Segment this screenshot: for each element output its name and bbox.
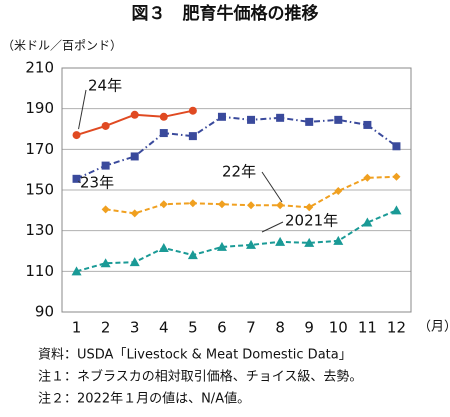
y-tick-label: 90	[35, 303, 54, 321]
marker	[305, 203, 314, 212]
marker	[391, 205, 402, 215]
series-label: 22年	[222, 163, 256, 181]
y-tick-label: 130	[25, 221, 54, 239]
marker	[276, 113, 285, 122]
x-unit-label: （月）	[418, 320, 450, 335]
marker	[130, 110, 139, 119]
y-tick-label: 150	[25, 181, 54, 199]
leader-line	[261, 221, 284, 233]
marker	[129, 257, 140, 267]
marker	[304, 237, 315, 247]
leader-line	[78, 89, 87, 130]
marker	[187, 250, 198, 260]
marker	[333, 235, 344, 245]
y-tick-label: 110	[25, 262, 54, 280]
series-label: 24年	[88, 77, 122, 95]
marker	[188, 132, 197, 141]
note: 注２：2022年１月の値は、N/A値。	[38, 391, 250, 407]
marker	[159, 200, 168, 209]
marker	[217, 112, 226, 121]
x-tick-label: 6	[217, 319, 227, 337]
chart-title: 図３ 肥育牛価格の推移	[132, 3, 319, 24]
marker	[392, 172, 401, 181]
leader-line	[261, 171, 283, 203]
marker	[188, 199, 197, 208]
marker	[305, 117, 314, 126]
marker	[217, 200, 226, 209]
marker	[72, 131, 81, 140]
marker	[72, 174, 81, 183]
marker	[363, 120, 372, 129]
x-tick-label: 9	[304, 319, 314, 337]
series-line	[76, 115, 398, 180]
marker	[101, 205, 110, 214]
x-tick-label: 1	[72, 319, 82, 337]
x-tick-label: 10	[329, 319, 348, 337]
marker	[392, 142, 401, 151]
x-tick-label: 3	[130, 319, 140, 337]
plot-border	[61, 67, 412, 313]
marker	[130, 152, 139, 161]
leader-line	[77, 180, 81, 184]
marker	[247, 115, 256, 124]
x-tick-label: 8	[275, 319, 285, 337]
marker	[101, 121, 110, 130]
marker	[363, 173, 372, 182]
marker	[130, 209, 139, 218]
marker	[188, 106, 197, 115]
marker	[276, 201, 285, 210]
x-tick-label: 5	[188, 319, 198, 337]
x-tick-label: 2	[101, 319, 111, 337]
x-tick-label: 7	[246, 319, 256, 337]
marker	[334, 115, 343, 124]
y-tick-label: 170	[25, 140, 54, 158]
marker	[362, 217, 373, 227]
marker	[247, 201, 256, 210]
note: 注１：ネブラスカの相対取引価格、チョイス級、去勢。	[38, 369, 362, 385]
marker	[159, 112, 168, 121]
y-axis-label: （米ドル／百ポンド）	[2, 39, 122, 53]
marker	[159, 129, 168, 138]
marker	[71, 266, 82, 276]
x-tick-label: 4	[159, 319, 169, 337]
series-label: 23年	[80, 174, 114, 192]
marker	[216, 241, 227, 251]
marker	[275, 236, 286, 246]
marker	[101, 161, 110, 170]
x-tick-label: 12	[387, 319, 406, 337]
marker	[334, 187, 343, 196]
note: 資料：USDA「Livestock & Meat Domestic Data」	[38, 348, 352, 363]
marker	[158, 242, 169, 252]
x-tick-label: 11	[358, 319, 377, 337]
marker	[246, 239, 257, 249]
marker	[100, 258, 111, 268]
series-line	[76, 209, 397, 273]
y-tick-label: 190	[25, 99, 54, 117]
series-label: 2021年	[285, 212, 338, 230]
y-tick-label: 210	[25, 59, 54, 77]
